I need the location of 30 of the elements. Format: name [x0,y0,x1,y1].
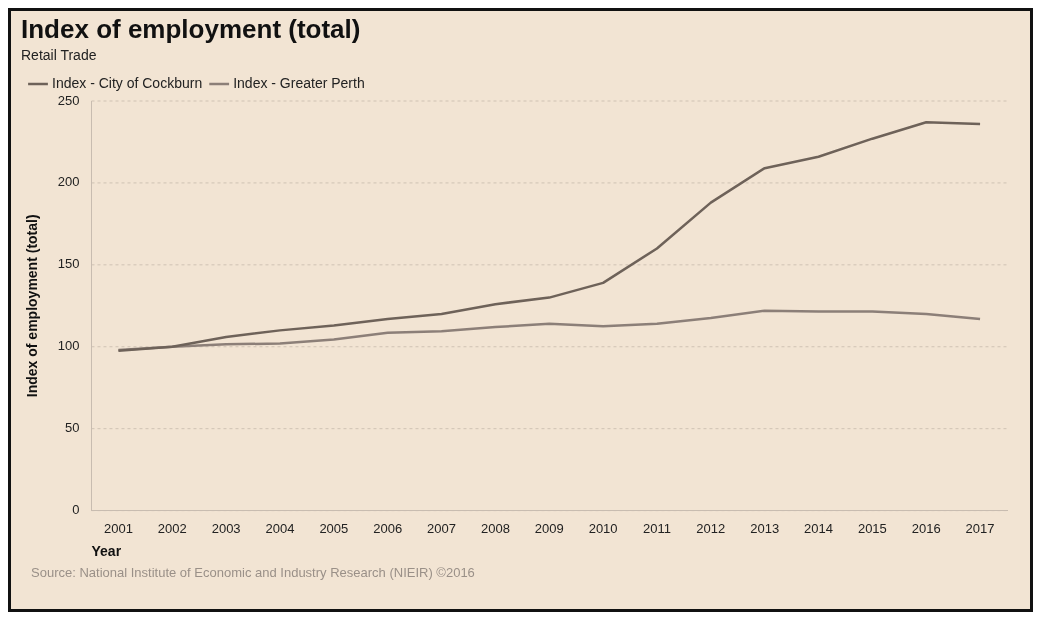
x-tick-label: 2016 [911,520,941,536]
x-tick-label: 2007 [427,520,456,536]
x-tick-label: 2001 [103,520,133,536]
x-tick-label: 2012 [696,520,726,536]
x-tick-label: 2005 [319,520,349,536]
x-tick-label: 2004 [265,520,295,536]
source-note: Source: National Institute of Economic and Industry Research (NIEIR) ©2016 [31,565,476,580]
x-axis-title: Year [91,543,122,560]
legend-label: Index - City of Cockburn [52,74,203,91]
x-tick-label: 2006 [373,520,403,536]
x-tick-label: 2008 [480,520,510,536]
x-tick-label: 2009 [534,520,564,536]
x-tick-label: 2003 [211,520,241,536]
y-tick-label: 100 [57,338,80,354]
legend-label: Index - Greater Perth [233,74,365,91]
y-tick-label: 150 [57,256,80,272]
x-tick-label: 2013 [750,520,780,536]
y-tick-label: 0 [72,502,80,518]
x-tick-label: 2010 [588,520,618,536]
y-tick-label: 250 [57,92,80,108]
chart-title: Index of employment (total) [21,13,361,44]
y-axis-title: Index of employment (total) [24,214,41,398]
y-tick-label: 50 [65,420,80,436]
x-tick-label: 2002 [157,520,187,536]
x-tick-label: 2015 [857,520,887,536]
x-tick-label: 2011 [642,520,671,536]
y-tick-label: 200 [57,174,80,190]
chart-subtitle: Retail Trade [21,47,97,64]
x-tick-label: 2017 [965,520,995,536]
x-tick-label: 2014 [804,520,833,536]
